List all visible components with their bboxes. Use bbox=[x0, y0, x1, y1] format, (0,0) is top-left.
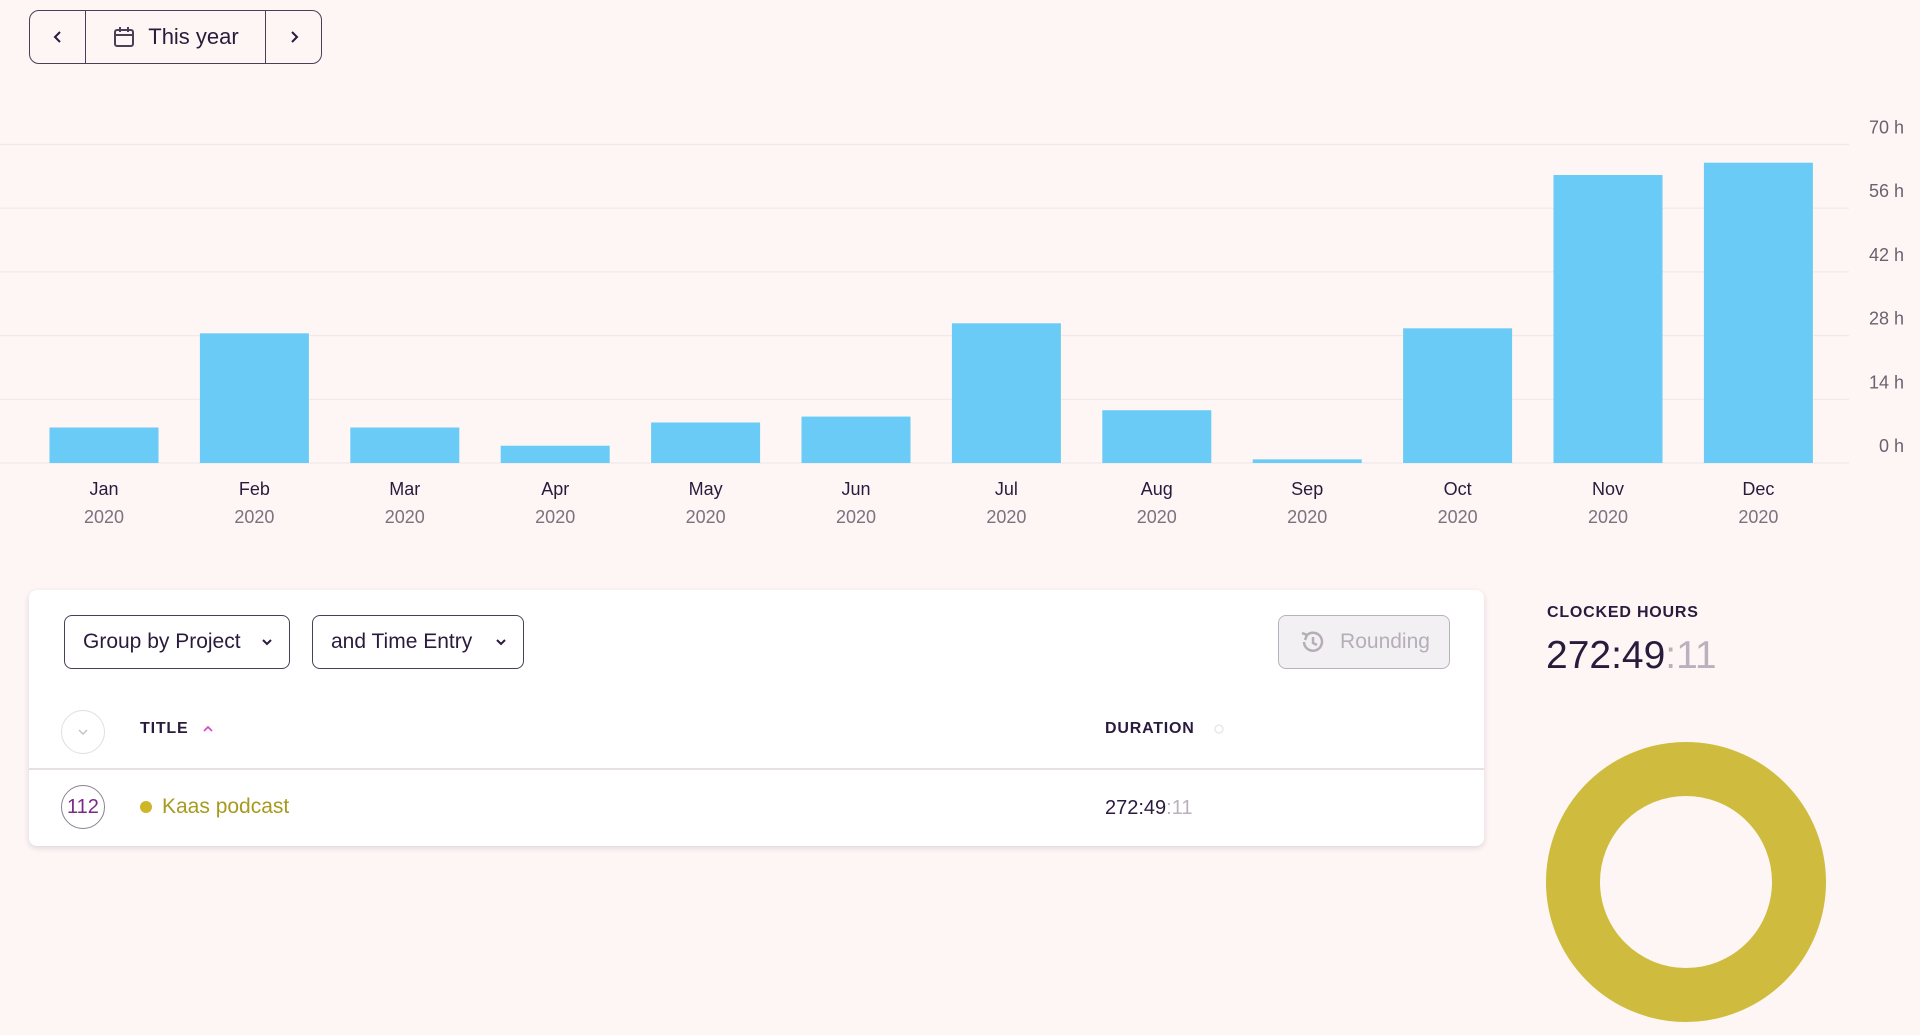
donut-slice bbox=[1546, 742, 1826, 1022]
duration-header[interactable]: DURATION bbox=[1105, 720, 1225, 738]
bar bbox=[951, 323, 1061, 463]
donut-chart bbox=[1546, 742, 1826, 1022]
sort-icon bbox=[1213, 724, 1224, 734]
duration-header-label: DURATION bbox=[1105, 720, 1195, 737]
bar bbox=[801, 416, 911, 463]
y-tick-label: 14 h bbox=[1869, 372, 1904, 392]
summary-label: CLOCKED HOURS bbox=[1547, 604, 1699, 621]
entry-count: 112 bbox=[61, 785, 105, 829]
bar bbox=[1102, 410, 1212, 463]
x-tick-label: Aug bbox=[1141, 479, 1173, 499]
x-tick-sublabel: 2020 bbox=[1438, 507, 1478, 527]
rounding-icon bbox=[1301, 631, 1324, 652]
x-tick-sublabel: 2020 bbox=[1738, 507, 1778, 527]
summary-main: 272:49 bbox=[1546, 634, 1666, 677]
bar bbox=[1403, 328, 1513, 463]
x-tick-sublabel: 2020 bbox=[686, 507, 726, 527]
chevron-down bbox=[496, 639, 506, 646]
calendar-icon bbox=[114, 27, 135, 47]
x-tick-sublabel: 2020 bbox=[1137, 507, 1177, 527]
x-tick-label: Nov bbox=[1592, 479, 1624, 499]
summary-value: 272:49:11 bbox=[1546, 634, 1717, 678]
sort-asc-icon bbox=[203, 725, 214, 732]
entry-count-label: 112 bbox=[67, 795, 99, 818]
project-title[interactable]: Kaas podcast bbox=[140, 795, 289, 819]
bar bbox=[49, 427, 159, 463]
select-all[interactable] bbox=[61, 710, 105, 754]
bar bbox=[500, 445, 610, 463]
y-tick-label: 28 h bbox=[1869, 309, 1904, 329]
period-button[interactable]: This year bbox=[85, 11, 266, 63]
bar-chart: 0 h 14 h 28 h 42 h 56 h 70 h Jan 2020 Feb 2020 Mar… bbox=[0, 118, 1904, 527]
then-by-dropdown[interactable]: and Time Entry bbox=[312, 615, 524, 669]
title-header[interactable]: TITLE bbox=[140, 720, 214, 738]
x-tick-label: Feb bbox=[239, 479, 270, 499]
x-tick-label: Dec bbox=[1742, 479, 1774, 499]
chevron-left bbox=[53, 31, 61, 43]
y-tick-label: 70 h bbox=[1869, 118, 1904, 138]
duration-seconds: :11 bbox=[1166, 797, 1193, 819]
previous-button[interactable] bbox=[30, 11, 85, 63]
y-tick-label: 0 h bbox=[1879, 436, 1904, 456]
project-dot bbox=[140, 801, 152, 813]
x-tick-sublabel: 2020 bbox=[234, 507, 274, 527]
chevron-down bbox=[78, 729, 88, 736]
y-tick-label: 42 h bbox=[1869, 245, 1904, 265]
x-tick-label: Oct bbox=[1444, 479, 1472, 499]
chevron-right bbox=[290, 31, 298, 43]
x-tick-label: Jul bbox=[995, 479, 1018, 499]
rounding-label: Rounding bbox=[1340, 630, 1430, 653]
y-tick-label: 56 h bbox=[1869, 181, 1904, 201]
rounding-button[interactable]: Rounding bbox=[1278, 615, 1450, 669]
bar bbox=[199, 333, 309, 463]
x-tick-label: Jan bbox=[89, 479, 118, 499]
x-tick-sublabel: 2020 bbox=[836, 507, 876, 527]
group-by-dropdown[interactable]: Group by Project bbox=[64, 615, 290, 669]
duration-main: 272:49 bbox=[1105, 797, 1167, 819]
divider bbox=[29, 768, 1484, 770]
x-tick-label: May bbox=[689, 479, 723, 499]
period-label: This year bbox=[148, 24, 239, 49]
bar bbox=[1703, 162, 1813, 463]
x-tick-sublabel: 2020 bbox=[84, 507, 124, 527]
group-by-label: Group by Project bbox=[83, 630, 241, 653]
chevron-down bbox=[262, 639, 272, 646]
x-tick-label: Apr bbox=[541, 479, 569, 499]
bar bbox=[350, 427, 460, 463]
project-duration: 272:49:11 bbox=[1105, 797, 1193, 820]
x-tick-label: Jun bbox=[841, 479, 870, 499]
period-nav: This year bbox=[29, 10, 322, 64]
bar bbox=[651, 422, 761, 463]
then-by-label: and Time Entry bbox=[331, 630, 473, 653]
x-tick-sublabel: 2020 bbox=[1588, 507, 1628, 527]
x-tick-sublabel: 2020 bbox=[385, 507, 425, 527]
bar bbox=[1553, 174, 1663, 464]
report-card: Group by Project and Time Entry Rounding… bbox=[29, 590, 1484, 846]
summary-seconds: :11 bbox=[1665, 634, 1717, 677]
x-tick-sublabel: 2020 bbox=[535, 507, 575, 527]
x-tick-sublabel: 2020 bbox=[986, 507, 1026, 527]
title-header-label: TITLE bbox=[140, 720, 189, 737]
x-tick-sublabel: 2020 bbox=[1287, 507, 1327, 527]
bar bbox=[1252, 459, 1362, 463]
x-tick-label: Mar bbox=[389, 479, 420, 499]
x-tick-label: Sep bbox=[1291, 479, 1323, 499]
next-button[interactable] bbox=[266, 11, 321, 63]
project-name: Kaas podcast bbox=[162, 795, 290, 818]
